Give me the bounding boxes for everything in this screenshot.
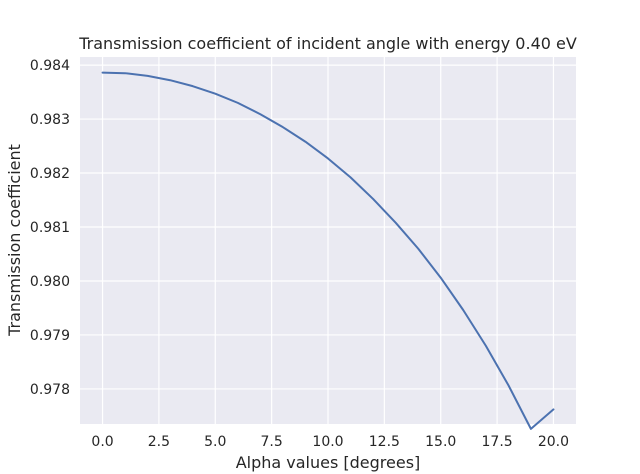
x-tick-label: 7.5: [261, 434, 283, 450]
y-axis-label: Transmission coefficient: [5, 144, 24, 337]
chart-title: Transmission coefficient of incident ang…: [78, 34, 577, 53]
series-line: [101, 71, 555, 430]
x-tick-label: 12.5: [369, 434, 400, 450]
y-tick-label: 0.980: [30, 274, 70, 290]
x-tick-label: 10.0: [312, 434, 343, 450]
y-tick-label: 0.978: [30, 382, 70, 398]
y-tick-label: 0.979: [30, 328, 70, 344]
y-tick-label: 0.984: [30, 58, 70, 74]
x-axis-label: Alpha values [degrees]: [236, 453, 421, 472]
x-tick-label: 2.5: [148, 434, 170, 450]
y-tick-labels: 0.978 0.979 0.980 0.981 0.982 0.983 0.984: [30, 58, 70, 398]
x-tick-label: 17.5: [482, 434, 513, 450]
y-tick-label: 0.981: [30, 220, 70, 236]
x-tick-labels: 0.0 2.5 5.0 7.5 10.0 12.5 15.0 17.5 20.0: [91, 434, 569, 450]
x-tick-label: 20.0: [538, 434, 569, 450]
x-tick-label: 0.0: [91, 434, 113, 450]
y-gridlines: [80, 64, 576, 390]
x-gridlines: [101, 57, 555, 424]
series-layer: [101, 71, 555, 430]
y-tick-label: 0.983: [30, 112, 70, 128]
y-tick-label: 0.982: [30, 166, 70, 182]
x-tick-label: 5.0: [204, 434, 226, 450]
x-tick-label: 15.0: [425, 434, 456, 450]
